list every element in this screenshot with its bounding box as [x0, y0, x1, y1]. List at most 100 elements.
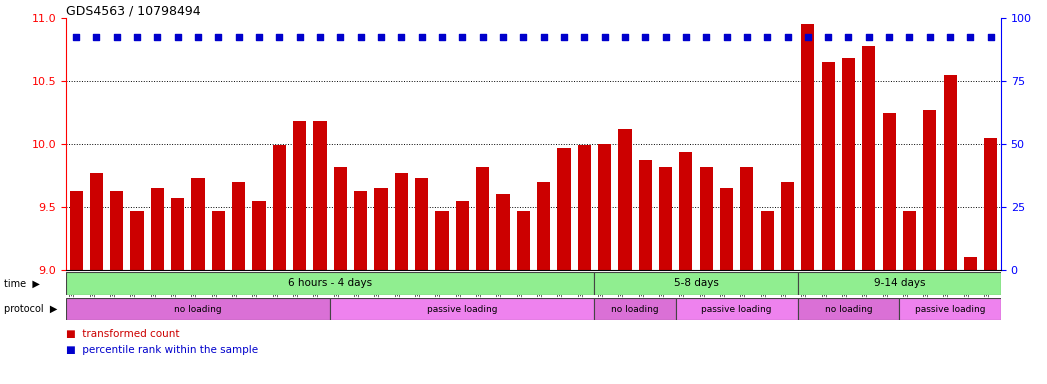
- Point: [129, 34, 146, 40]
- Bar: [293, 121, 307, 270]
- Bar: [598, 144, 611, 270]
- Point: [779, 34, 796, 40]
- Bar: [699, 167, 713, 270]
- Point: [190, 34, 206, 40]
- Point: [149, 34, 165, 40]
- Bar: [595, 272, 798, 295]
- Point: [535, 34, 552, 40]
- Bar: [760, 211, 774, 270]
- Bar: [151, 188, 164, 270]
- Bar: [964, 257, 977, 270]
- Point: [962, 34, 979, 40]
- Point: [352, 34, 369, 40]
- Bar: [899, 298, 1001, 320]
- Bar: [798, 298, 899, 320]
- Point: [271, 34, 288, 40]
- Point: [556, 34, 573, 40]
- Point: [312, 34, 329, 40]
- Point: [109, 34, 126, 40]
- Point: [921, 34, 938, 40]
- Bar: [883, 113, 896, 270]
- Text: 9-14 days: 9-14 days: [873, 278, 926, 288]
- Bar: [66, 272, 595, 295]
- Bar: [171, 198, 184, 270]
- Bar: [66, 298, 330, 320]
- Bar: [232, 182, 245, 270]
- Bar: [252, 201, 266, 270]
- Text: passive loading: passive loading: [915, 305, 985, 313]
- Bar: [455, 201, 469, 270]
- Point: [515, 34, 532, 40]
- Point: [658, 34, 674, 40]
- Point: [941, 34, 958, 40]
- Bar: [639, 161, 652, 270]
- Bar: [798, 272, 1001, 295]
- Point: [170, 34, 186, 40]
- Bar: [740, 167, 754, 270]
- Bar: [659, 167, 672, 270]
- Bar: [842, 58, 855, 270]
- Bar: [680, 152, 692, 270]
- Bar: [537, 182, 551, 270]
- Point: [494, 34, 511, 40]
- Bar: [903, 211, 916, 270]
- Point: [250, 34, 267, 40]
- Point: [738, 34, 755, 40]
- Point: [840, 34, 856, 40]
- Text: GDS4563 / 10798494: GDS4563 / 10798494: [66, 5, 201, 18]
- Point: [414, 34, 430, 40]
- Point: [210, 34, 227, 40]
- Bar: [354, 190, 367, 270]
- Text: passive loading: passive loading: [701, 305, 772, 313]
- Point: [393, 34, 409, 40]
- Point: [88, 34, 105, 40]
- Text: 6 hours - 4 days: 6 hours - 4 days: [288, 278, 373, 288]
- Point: [698, 34, 715, 40]
- Point: [718, 34, 735, 40]
- Point: [637, 34, 653, 40]
- Bar: [476, 167, 489, 270]
- Bar: [131, 211, 143, 270]
- Point: [881, 34, 897, 40]
- Point: [576, 34, 593, 40]
- Text: time  ▶: time ▶: [4, 278, 40, 288]
- Point: [820, 34, 837, 40]
- Point: [291, 34, 308, 40]
- Bar: [578, 145, 591, 270]
- Bar: [863, 46, 875, 270]
- Point: [454, 34, 471, 40]
- Bar: [330, 298, 595, 320]
- Bar: [110, 190, 124, 270]
- Bar: [923, 110, 936, 270]
- Point: [230, 34, 247, 40]
- Bar: [675, 298, 798, 320]
- Point: [901, 34, 918, 40]
- Bar: [984, 138, 998, 270]
- Text: no loading: no loading: [611, 305, 659, 313]
- Bar: [436, 211, 448, 270]
- Bar: [395, 173, 408, 270]
- Bar: [211, 211, 225, 270]
- Bar: [496, 194, 510, 270]
- Bar: [781, 182, 794, 270]
- Point: [677, 34, 694, 40]
- Bar: [720, 188, 733, 270]
- Point: [373, 34, 389, 40]
- Text: ■  percentile rank within the sample: ■ percentile rank within the sample: [66, 345, 259, 355]
- Point: [800, 34, 817, 40]
- Bar: [595, 298, 675, 320]
- Bar: [375, 188, 387, 270]
- Point: [596, 34, 612, 40]
- Point: [433, 34, 450, 40]
- Point: [617, 34, 633, 40]
- Text: 5-8 days: 5-8 days: [673, 278, 718, 288]
- Bar: [192, 178, 204, 270]
- Point: [759, 34, 776, 40]
- Bar: [415, 178, 428, 270]
- Bar: [557, 148, 571, 270]
- Bar: [516, 211, 530, 270]
- Point: [332, 34, 349, 40]
- Bar: [801, 24, 815, 270]
- Bar: [822, 62, 834, 270]
- Point: [982, 34, 999, 40]
